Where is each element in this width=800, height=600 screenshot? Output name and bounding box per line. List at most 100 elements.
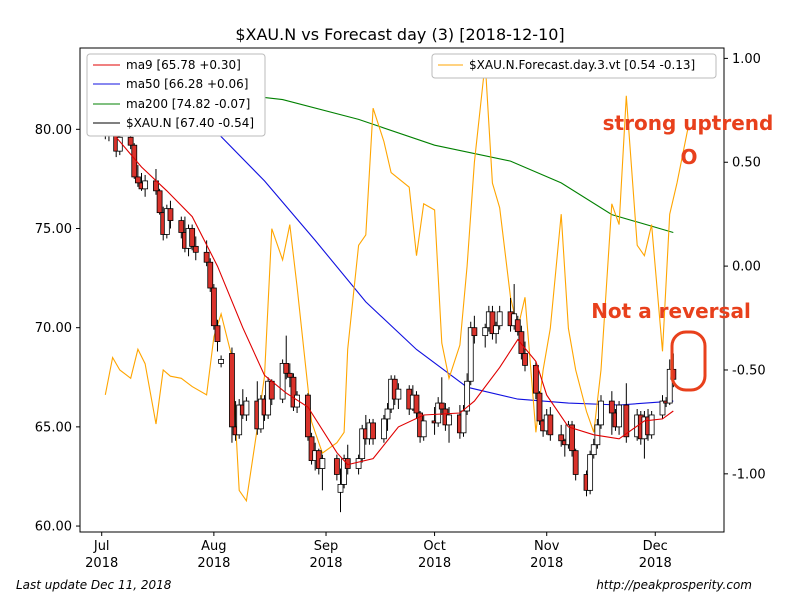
candle	[308, 432, 315, 465]
candle-body	[210, 287, 217, 327]
candle	[142, 174, 149, 197]
candle	[532, 361, 539, 400]
candle-body	[558, 434, 565, 442]
candle	[420, 414, 427, 441]
candle	[522, 341, 528, 372]
candle	[623, 383, 630, 443]
left-y-tick-label: 60.00	[35, 520, 72, 535]
right-y-tick-label: 0.00	[732, 260, 761, 275]
ma9-line	[115, 136, 674, 466]
candle-body	[214, 325, 221, 342]
ma9-series	[115, 136, 674, 466]
right-y-tick-label: -1.00	[732, 467, 766, 482]
candle-body	[189, 228, 196, 247]
candle	[207, 258, 214, 292]
legend-label-forecast: $XAU.N.Forecast.day.3.vt [0.54 -0.13]	[469, 58, 695, 72]
candle-body	[286, 372, 293, 378]
x-axis: Jul 2018 Aug 2018 Sep 2018 Oct 2018 Nov 2018 Dec 20…	[85, 532, 672, 570]
candle	[471, 315, 478, 344]
candle-body	[319, 458, 326, 469]
candle	[438, 377, 445, 415]
x-tick-label-year: 2018	[418, 556, 451, 570]
candle-body	[236, 404, 243, 436]
candle-body	[536, 392, 543, 422]
candle-body	[127, 136, 134, 146]
candle	[547, 407, 554, 441]
candle-body	[134, 176, 141, 184]
right-y-tick-label: 0.50	[732, 156, 761, 171]
forecast-line	[104, 62, 689, 503]
candle-body	[156, 190, 163, 214]
candle-body	[590, 444, 597, 456]
x-tick-label-month: Jul	[93, 539, 110, 554]
candle	[413, 391, 420, 419]
candle-body	[659, 400, 666, 416]
candle	[178, 216, 185, 239]
candle-body	[514, 319, 521, 333]
candle	[229, 347, 235, 443]
candle	[395, 383, 402, 410]
candle-body	[420, 420, 427, 438]
candle-body	[482, 327, 489, 337]
candle-body	[218, 359, 225, 364]
candle-body	[518, 331, 525, 354]
candle-body	[395, 388, 402, 400]
candle	[616, 401, 622, 435]
legend-right: $XAU.N.Forecast.day.3.vt [0.54 -0.13]	[431, 53, 717, 79]
candle	[558, 424, 565, 447]
candle	[496, 305, 503, 330]
candle-body	[268, 380, 275, 400]
candle	[333, 454, 340, 481]
candle	[590, 438, 597, 459]
candle	[659, 395, 666, 419]
candle	[290, 373, 297, 411]
candle-body	[229, 353, 235, 428]
last-update-text: Last update Dec 11, 2018	[16, 578, 172, 592]
candle-body	[493, 325, 499, 335]
candle	[134, 165, 141, 187]
legend-label-ma200: ma200 [74.82 -0.07]	[126, 97, 250, 111]
candle-body	[608, 400, 615, 414]
annotation-circle-marker: O	[680, 145, 697, 169]
legend-label-ma50: ma50 [66.28 +0.06]	[126, 77, 248, 91]
x-tick-label-month: Dec	[643, 539, 668, 554]
candle	[435, 397, 442, 427]
candle	[587, 450, 594, 495]
chart-title: $XAU.N vs Forecast day (3) [2018-12-10]	[235, 25, 564, 44]
candle-body	[341, 458, 348, 485]
candle-body	[381, 418, 387, 440]
candle	[446, 407, 452, 443]
x-tick-label-month: Oct	[423, 539, 445, 554]
right-y-tick-label: 1.00	[732, 52, 761, 67]
candle-body	[290, 376, 297, 408]
candle	[666, 359, 673, 406]
candle-body	[572, 450, 579, 475]
candle	[156, 188, 163, 215]
candle	[572, 448, 579, 481]
candle-body	[623, 404, 630, 438]
candle-body	[308, 436, 315, 461]
candle	[514, 315, 521, 336]
x-tick-label-month: Sep	[314, 539, 339, 554]
candle-body	[446, 414, 452, 426]
x-tick-label-year: 2018	[309, 556, 342, 570]
left-y-tick-label: 65.00	[35, 420, 72, 435]
candle	[381, 414, 387, 443]
candle-body	[370, 422, 376, 440]
candle-body	[464, 380, 471, 412]
left-y-tick-label: 80.00	[35, 123, 72, 138]
candle-body	[305, 394, 311, 438]
candle-body	[279, 362, 286, 400]
candle	[189, 224, 196, 251]
candle-body	[547, 414, 554, 436]
x-tick-label-year: 2018	[197, 556, 230, 570]
x-tick-label-month: Aug	[201, 539, 226, 554]
candle	[218, 355, 225, 368]
annotation-highlight-ellipse	[670, 330, 707, 392]
candle	[489, 305, 496, 340]
candle	[536, 391, 543, 425]
annotation-not-a-reversal: Not a reversal	[591, 299, 751, 323]
candle-body	[355, 458, 362, 469]
candle-body	[203, 251, 210, 263]
candle	[493, 321, 499, 344]
